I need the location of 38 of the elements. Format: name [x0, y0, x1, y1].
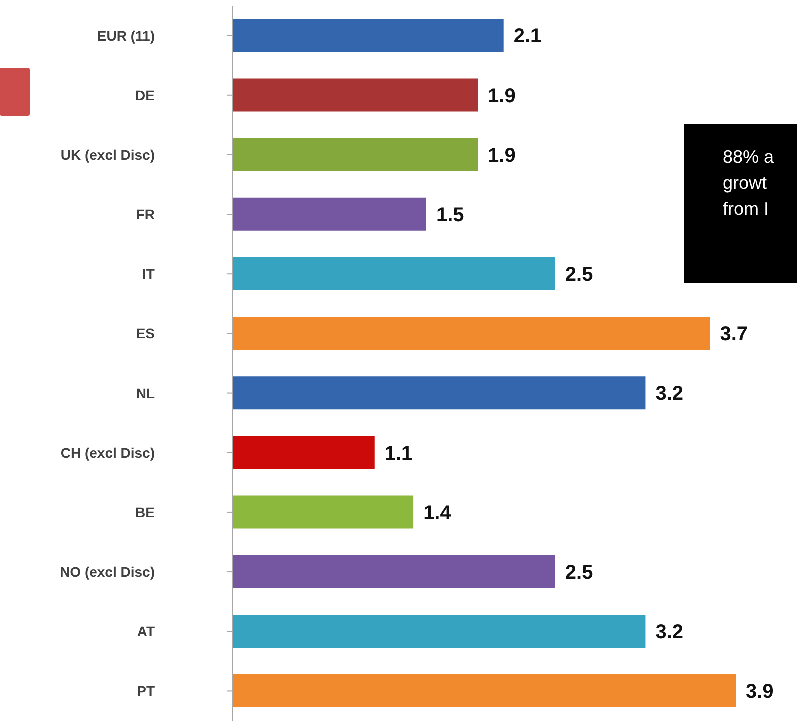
- bar: [233, 674, 736, 708]
- callout-box: 88% a growt from I: [684, 124, 797, 283]
- bar: [233, 496, 414, 529]
- bar: [233, 376, 646, 410]
- data-label: 2.1: [514, 26, 542, 48]
- data-label: 1.1: [384, 442, 413, 465]
- y-tick-label: DE: [136, 87, 155, 104]
- bar: [233, 436, 375, 470]
- y-tick-label: IT: [142, 266, 156, 282]
- bar: [233, 257, 556, 290]
- data-label: 3.2: [656, 622, 684, 644]
- data-label: 1.9: [488, 85, 516, 108]
- y-tick-label: NO (excl Disc): [60, 564, 155, 580]
- data-label: 3.2: [656, 383, 684, 406]
- bar: [233, 138, 478, 172]
- y-tick-label: CH (excl Disc): [60, 444, 155, 461]
- bar: [233, 614, 646, 648]
- bar: [233, 317, 710, 350]
- data-label: 3.7: [720, 324, 748, 346]
- y-tick-label: UK (excl Disc): [60, 146, 155, 163]
- y-tick-label: PT: [137, 683, 156, 700]
- y-tick-label: AT: [137, 624, 156, 640]
- annotation: 88% a growt from I: [723, 146, 776, 221]
- bar: [233, 198, 426, 231]
- y-tick-label: BE: [136, 504, 155, 520]
- y-tick-label: NL: [136, 385, 156, 402]
- bar: [233, 19, 504, 52]
- y-tick-label: FR: [136, 206, 155, 223]
- y-tick-label: EUR (11): [97, 28, 155, 44]
- data-label: 1.9: [488, 144, 516, 167]
- y-tick-label: ES: [136, 326, 155, 342]
- bar: [233, 78, 478, 112]
- bar: [233, 555, 556, 588]
- data-label: 2.5: [565, 562, 594, 584]
- data-label: 2.5: [565, 264, 594, 286]
- data-label: 1.4: [424, 502, 452, 524]
- data-label: 3.9: [746, 681, 774, 704]
- data-label: 1.5: [436, 204, 464, 226]
